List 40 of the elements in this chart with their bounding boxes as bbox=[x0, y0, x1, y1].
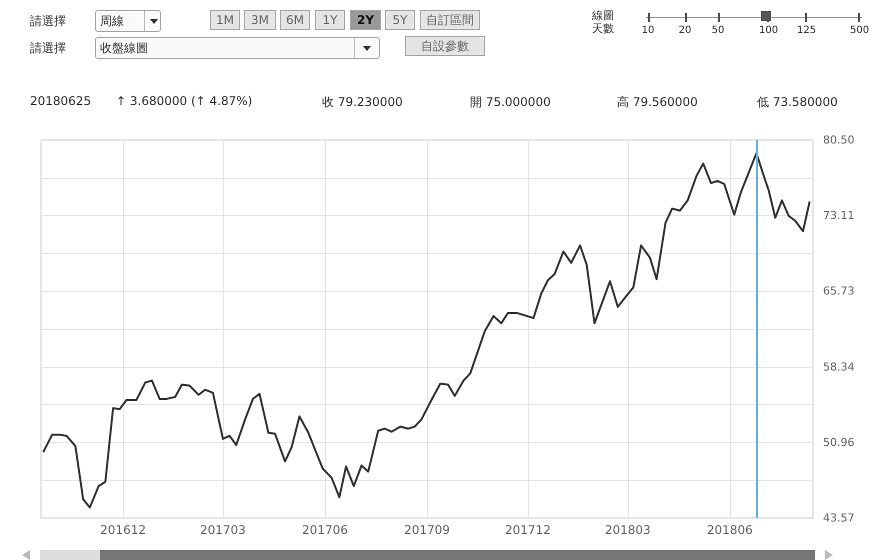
x-tick-label: 201703 bbox=[200, 523, 246, 537]
text: 開 75.000000 bbox=[470, 94, 551, 111]
text: 100 bbox=[759, 25, 778, 36]
text: 10 bbox=[640, 25, 656, 36]
x-tick-label: 201709 bbox=[404, 523, 450, 537]
line-series bbox=[42, 152, 811, 508]
x-tick-label: 201712 bbox=[505, 523, 551, 537]
y-tick-label: 43.57 bbox=[823, 512, 854, 524]
text: 20180625 bbox=[30, 94, 92, 108]
button: 5Y bbox=[385, 10, 415, 30]
x-tick-label: 201706 bbox=[302, 523, 348, 537]
x-tick-label: 201612 bbox=[100, 523, 146, 537]
y-tick-label: 73.11 bbox=[823, 209, 854, 222]
button: 3M bbox=[244, 10, 276, 30]
button: 6M bbox=[280, 10, 310, 30]
button: 自訂區間 bbox=[420, 10, 480, 30]
text: 高 79.560000 bbox=[617, 94, 698, 111]
text: 收盤線圖 bbox=[100, 40, 148, 57]
button: 1Y bbox=[315, 10, 345, 30]
button: 1M bbox=[210, 10, 240, 30]
y-tick-label: 58.34 bbox=[823, 360, 854, 374]
button: 自設參數 bbox=[405, 36, 485, 56]
text: 收 79.230000 bbox=[322, 94, 403, 111]
x-tick-label: 201803 bbox=[604, 523, 651, 537]
text: 請選擇 bbox=[30, 40, 66, 57]
text: 20 bbox=[678, 25, 692, 36]
text: 低 73.580000 bbox=[757, 94, 838, 111]
y-tick-label: 50.96 bbox=[823, 436, 854, 449]
text: 500 bbox=[850, 25, 870, 36]
text: 50 bbox=[710, 25, 726, 36]
text: 125 bbox=[797, 25, 816, 36]
text: 請選擇 bbox=[30, 13, 66, 30]
x-tick-label: 201806 bbox=[706, 523, 753, 537]
button: 2Y bbox=[350, 10, 381, 30]
text: 線圖 bbox=[592, 8, 614, 23]
text: ↑ 3.680000 (↑ 4.87%) bbox=[116, 94, 252, 108]
y-tick-label: 65.73 bbox=[823, 284, 854, 298]
text: 天數 bbox=[592, 21, 614, 36]
text: 周線 bbox=[100, 13, 124, 30]
y-tick-label: 80.50 bbox=[823, 134, 854, 146]
